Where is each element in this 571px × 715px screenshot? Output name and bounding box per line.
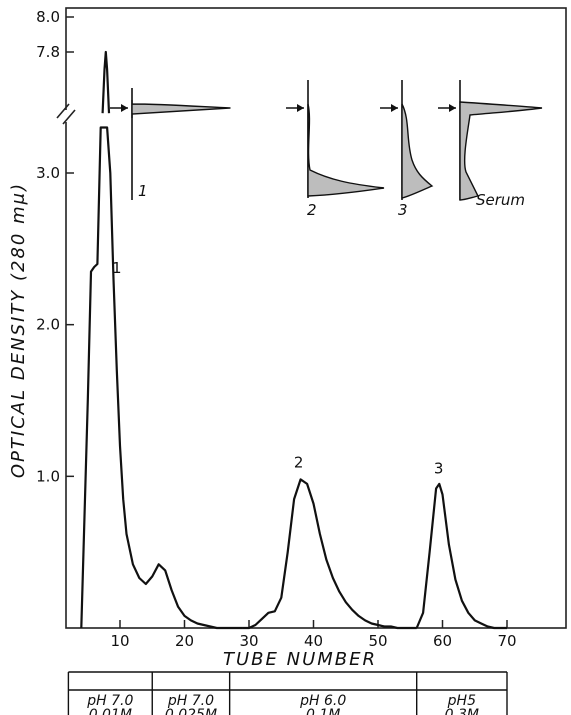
arrow-head-icon [391, 104, 398, 112]
inset-migration-profile [307, 103, 385, 197]
x-tick-label: 10 [110, 632, 129, 650]
inset-migration-profile [131, 100, 231, 118]
y-tick-label: 2.0 [36, 316, 60, 334]
buffer-ph-label: pH5 [447, 693, 476, 709]
x-axis-title: TUBE NUMBER [223, 649, 377, 670]
arrow-head-icon [297, 104, 304, 112]
axis-break-mark [62, 109, 76, 125]
inset-migration-profile [401, 103, 434, 199]
axis-break-mark [56, 103, 70, 119]
x-tick-label: 40 [304, 632, 323, 650]
y-tick-label: 1.0 [36, 467, 60, 485]
arrow-head-icon [449, 104, 456, 112]
x-tick-label: 60 [433, 632, 452, 650]
y-tick-label: 3.0 [36, 164, 60, 182]
series-line-3 [242, 478, 417, 630]
buffer-ph-label: pH 7.0 [86, 693, 133, 709]
x-tick-label: 20 [175, 632, 194, 650]
inset-label: 1 [138, 182, 148, 200]
buffer-ph-label: pH 7.0 [167, 693, 214, 709]
series-line-4 [415, 482, 507, 630]
inset-label: 2 [307, 201, 317, 219]
axes: 1.0 2.0 3.0 7.8 8.0 10 20 30 40 50 60 70 TUBE NUMBER… [8, 7, 567, 670]
series-line-2 [101, 50, 111, 114]
electrophoresis-insets: 1 2 3 Serum [110, 80, 543, 219]
buffer-molarity-label: 0.1M [306, 707, 340, 715]
y-tick-label: 8.0 [36, 8, 60, 26]
y-axis-title: OPTICAL DENSITY (280 mμ) [8, 182, 29, 478]
peak-label: 2 [294, 453, 304, 471]
plot-frame [65, 7, 567, 629]
inset-migration-profile [459, 101, 543, 201]
peak-label: 3 [434, 459, 444, 477]
x-tick-label: 30 [239, 632, 258, 650]
buffer-ph-label: pH 6.0 [299, 693, 346, 709]
y-tick-label: 7.8 [36, 43, 60, 61]
peak-label: 1 [112, 259, 122, 277]
buffer-molarity-label: 0.3M [445, 707, 479, 715]
buffer-molarity-label: 0.01M [89, 707, 132, 715]
arrow-head-icon [121, 104, 128, 112]
elution-curves: 1 2 3 [80, 50, 507, 630]
inset-label: 3 [398, 201, 408, 219]
x-tick-label: 70 [497, 632, 516, 650]
inset-label: Serum [476, 191, 525, 209]
series-line-1 [80, 126, 243, 630]
buffer-molarity-label: 0.025M [165, 707, 217, 715]
x-tick-label: 50 [368, 632, 387, 650]
